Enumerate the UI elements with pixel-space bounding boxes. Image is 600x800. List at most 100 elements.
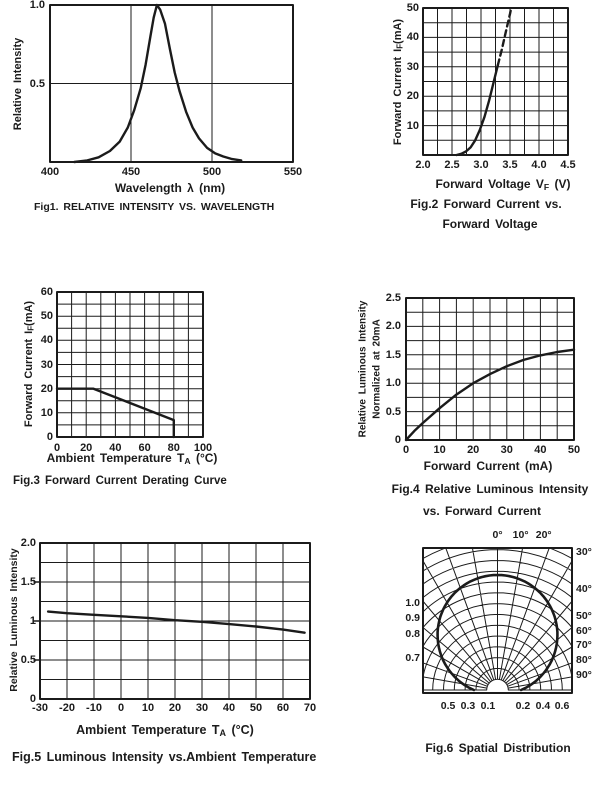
- tick-label: 450: [121, 166, 141, 178]
- tick-label: 30: [406, 60, 419, 73]
- tick-label: 60: [276, 702, 290, 714]
- tick-label: 0°: [492, 529, 503, 541]
- tick-label: 40°: [576, 582, 592, 595]
- tick-label: 60°: [576, 624, 592, 637]
- fig2-y-label-sub: F: [395, 43, 405, 49]
- tick-label: 30: [40, 358, 53, 371]
- tick-label: 400: [40, 166, 60, 178]
- fig4-caption-line2: vs. Forward Current: [422, 504, 542, 518]
- fig6-polar-grid: [423, 548, 572, 692]
- tick-label: 0.4: [535, 700, 551, 712]
- fig2-y-axis-label: Forward Current IF(mA): [391, 18, 405, 145]
- fig4-x-label-text: Forward Current (mA): [423, 459, 553, 473]
- tick-label: 0.2: [515, 700, 531, 712]
- tick-label: 50: [249, 702, 263, 714]
- tick-label: 0: [53, 442, 61, 454]
- fig3-x-label-pre: Ambient Temperature T: [46, 451, 185, 465]
- tick-label: 0.3: [460, 700, 476, 712]
- tick-label: 1.0: [405, 597, 420, 610]
- fig5-x-label-pre: Ambient Temperature T: [76, 723, 220, 737]
- tick-label: 40: [534, 444, 547, 456]
- tick-label: 0.1: [480, 700, 496, 712]
- fig1-x-axis-label: Wavelength λ (nm): [114, 181, 226, 195]
- fig5-y-label-text: Relative Luminous Intensity: [8, 548, 21, 692]
- tick-label: 2.5: [444, 159, 460, 171]
- tick-label: 20°: [535, 529, 552, 541]
- tick-label: 1.5: [20, 576, 36, 588]
- tick-label: 0.8: [405, 627, 420, 640]
- fig3-x-axis-label: Ambient Temperature TA (°C): [46, 451, 218, 466]
- tick-label: 3.5: [502, 159, 518, 171]
- tick-label: 50: [40, 310, 53, 323]
- tick-label: 0.7: [405, 652, 420, 665]
- tick-label: 10: [406, 119, 419, 132]
- tick-label: 550: [283, 166, 303, 178]
- fig3-y-label-post: (mA): [22, 300, 35, 326]
- fig2-x-label-sub: F: [543, 181, 550, 192]
- tick-label: 20: [406, 90, 419, 103]
- tick-label: 2.0: [415, 159, 431, 171]
- tick-label: 30: [500, 444, 513, 456]
- fig3-x-label-sub: A: [184, 455, 191, 466]
- tick-label: 0.6: [554, 700, 570, 712]
- fig3-caption: Fig.3 Forward Current Derating Curve: [13, 475, 227, 487]
- tick-label: 40: [406, 31, 419, 44]
- tick-label: 0: [394, 434, 401, 446]
- tick-label: 2.5: [385, 292, 401, 304]
- tick-label: 1.0: [29, 0, 45, 11]
- fig1-y-axis-label: Relative Intensity: [12, 38, 24, 130]
- tick-label: 60: [40, 286, 53, 298]
- tick-label: 70: [303, 702, 317, 714]
- fig3-plot: [55, 291, 204, 439]
- tick-label: -10: [86, 702, 102, 714]
- fig2-y-label-post: (mA): [391, 18, 404, 44]
- tick-label: -20: [59, 702, 75, 714]
- tick-label: 0.5: [29, 77, 45, 90]
- fig3-x-label-post: (°C): [190, 451, 218, 465]
- fig2-x-label-post: (V): [549, 177, 571, 191]
- fig1-x-axis-label-text: Wavelength λ (nm): [114, 181, 226, 195]
- fig4-y-axis-label-line1: Relative Luminous Intensity: [358, 301, 369, 438]
- fig2-caption-line2: Forward Voltage: [442, 217, 538, 231]
- tick-label: 60: [138, 442, 151, 454]
- fig2-x-label-pre: Forward Voltage V: [435, 177, 544, 191]
- fig3-y-label-pre: Forward Current I: [22, 330, 35, 428]
- tick-label: 0: [46, 431, 53, 443]
- tick-label: 50: [567, 444, 581, 456]
- fig4-plot: [404, 297, 576, 442]
- fig3-y-axis-label: Forward Current IF(mA): [22, 300, 36, 428]
- fig4-y-axis-label-line2: Normalized at 20mA: [372, 319, 383, 419]
- tick-label: 80: [167, 442, 180, 454]
- tick-label: 0.9: [405, 611, 420, 624]
- tick-label: 20: [80, 442, 93, 454]
- tick-label: 40: [222, 702, 236, 714]
- fig4-x-axis-label: Forward Current (mA): [423, 459, 553, 473]
- tick-label: 10: [433, 444, 446, 456]
- tick-label: 10: [141, 702, 155, 714]
- tick-label: 2.0: [20, 537, 36, 549]
- fig5-caption: Fig.5 Luminous Intensity vs.Ambient Temp…: [12, 750, 317, 764]
- tick-label: 90°: [576, 668, 592, 681]
- fig1-y-axis-label-text: Relative Intensity: [11, 37, 24, 131]
- tick-label: 30: [195, 702, 209, 714]
- tick-label: 1.5: [385, 348, 401, 361]
- tick-label: 20: [168, 702, 182, 714]
- fig6-caption: Fig.6 Spatial Distribution: [425, 741, 571, 755]
- tick-label: 0: [29, 693, 36, 705]
- tick-label: 20: [40, 382, 53, 395]
- tick-label: 1: [29, 615, 36, 627]
- tick-label: 0.5: [20, 654, 36, 666]
- tick-label: 0.5: [440, 700, 456, 712]
- fig4-y-label1-text: Relative Luminous Intensity: [357, 300, 369, 438]
- tick-label: 0: [402, 444, 410, 456]
- fig5-x-label-sub: A: [219, 727, 227, 738]
- tick-label: 50°: [576, 610, 592, 623]
- tick-label: 100: [193, 442, 213, 454]
- tick-label: 10°: [512, 529, 529, 541]
- fig4-caption-line1: Fig.4 Relative Luminous Intensity: [391, 482, 589, 496]
- tick-label: 4.5: [560, 159, 576, 171]
- tick-label: 50: [406, 2, 419, 14]
- fig4-y-label2-text: Normalized at 20mA: [371, 319, 383, 419]
